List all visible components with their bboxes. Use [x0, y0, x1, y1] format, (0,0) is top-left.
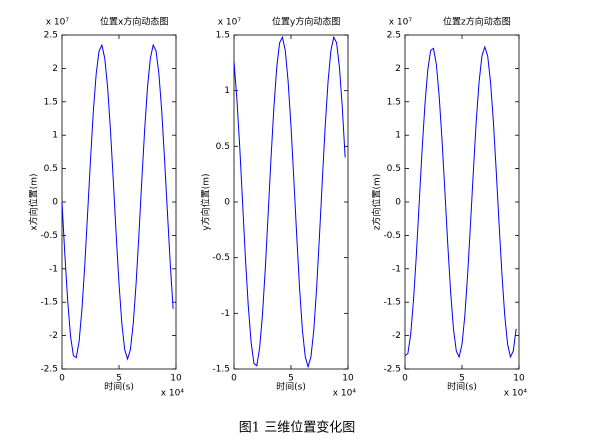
- y-tick-label: -0.5: [383, 231, 401, 241]
- data-line: [233, 35, 346, 369]
- x-tick-label: 0: [59, 374, 65, 384]
- y-tick-label: 0.5: [216, 142, 230, 152]
- y-tick-label: 2: [52, 64, 58, 74]
- x-multiplier: x 10⁴: [161, 389, 185, 399]
- x-tick-label: 10: [170, 374, 182, 384]
- x-axis-label: 时间(s): [276, 381, 306, 393]
- y-tick-label: -2.5: [40, 365, 58, 375]
- x-tick-label: 0: [231, 374, 237, 384]
- y-tick-label: 1: [395, 131, 401, 141]
- y-tick-label: 2.5: [387, 31, 401, 41]
- y-tick-label: -0.5: [40, 231, 58, 241]
- y-tick-label: 0: [224, 198, 230, 208]
- x-tick-label: 5: [459, 374, 465, 384]
- y-multiplier: x 10⁷: [218, 18, 242, 28]
- x-multiplier: x 10⁴: [504, 389, 528, 399]
- y-tick-label: -2.5: [383, 365, 401, 375]
- y-tick-label: 1.5: [216, 31, 230, 41]
- y-tick-label: 2: [395, 64, 401, 74]
- x-multiplier: x 10⁴: [333, 389, 357, 399]
- x-tick-label: 10: [342, 374, 354, 384]
- chart-title: 位置z方向动态图: [443, 16, 511, 28]
- y-axis-label: y方向位置(m): [200, 173, 212, 230]
- y-tick-label: 1.5: [44, 97, 58, 107]
- y-tick-label: -1.5: [383, 298, 401, 308]
- y-tick-label: 1.5: [387, 97, 401, 107]
- y-axis-label: z方向位置(m): [371, 174, 383, 231]
- figure-caption: 图1 三维位置变化图: [239, 420, 355, 436]
- data-line: [404, 45, 517, 359]
- y-multiplier: x 10⁷: [46, 18, 70, 28]
- x-tick-label: 5: [116, 374, 122, 384]
- y-tick-label: 1: [52, 131, 58, 141]
- y-tick-label: -1.5: [40, 298, 58, 308]
- y-tick-label: 0.5: [44, 164, 58, 174]
- chart-title: 位置x方向动态图: [100, 16, 168, 28]
- x-axis-label: 时间(s): [104, 381, 134, 393]
- y-tick-label: -2: [392, 331, 401, 341]
- y-tick-label: 0.5: [387, 164, 401, 174]
- chart-title: 位置y方向动态图: [272, 16, 340, 28]
- y-axis-label: x方向位置(m): [28, 173, 40, 230]
- data-line: [61, 43, 174, 361]
- y-tick-label: -1.5: [212, 365, 230, 375]
- x-tick-label: 10: [513, 374, 525, 384]
- y-tick-label: -2: [49, 331, 58, 341]
- x-tick-label: 0: [402, 374, 408, 384]
- y-tick-label: -1: [221, 309, 230, 319]
- y-multiplier: x 10⁷: [389, 18, 413, 28]
- y-tick-label: 1: [224, 86, 230, 96]
- y-tick-label: 0: [52, 198, 58, 208]
- y-tick-label: -1: [49, 264, 58, 274]
- y-tick-label: 0: [395, 198, 401, 208]
- y-tick-label: 2.5: [44, 31, 58, 41]
- x-axis-label: 时间(s): [447, 381, 477, 393]
- y-tick-label: -1: [392, 264, 401, 274]
- x-tick-label: 5: [288, 374, 294, 384]
- y-tick-label: -0.5: [212, 253, 230, 263]
